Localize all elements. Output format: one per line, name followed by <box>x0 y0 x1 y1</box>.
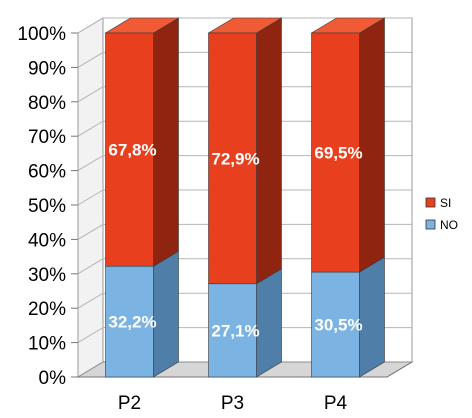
bar-no-p3 <box>208 283 257 378</box>
gridline <box>77 17 412 34</box>
y-tick-label: 80% <box>28 93 66 114</box>
legend-swatch-si <box>425 197 436 208</box>
gridline <box>77 51 412 68</box>
data-label-si-p3: 72,9% <box>211 149 259 168</box>
bars: 32,2% 67,8% 27,1% 72,9% 30,5% 69,5% <box>104 17 386 378</box>
gridline <box>77 120 412 137</box>
gridline <box>77 223 412 240</box>
data-label-no-p3: 27,1% <box>211 321 259 340</box>
y-tick-label: 90% <box>28 58 66 79</box>
gridline <box>77 155 412 172</box>
data-label-no-p4: 30,5% <box>314 316 362 335</box>
legend-label-si: SI <box>440 196 451 210</box>
y-tick-label: 10% <box>28 334 66 355</box>
bar-si-p2 <box>105 32 154 267</box>
floor-edge <box>386 361 413 378</box>
y-tick-label: 40% <box>28 230 66 251</box>
y-tick-label: 20% <box>28 299 66 320</box>
gridline <box>77 189 412 206</box>
y-tick-label: 50% <box>28 196 66 217</box>
y-tick-label: 0% <box>39 368 67 389</box>
bar-no-p4 <box>311 271 360 378</box>
gridline <box>77 258 412 275</box>
bar-si-p3-side <box>256 17 282 285</box>
data-label-si-p4: 69,5% <box>314 144 362 163</box>
bar-si-p2-side <box>153 17 179 267</box>
x-label-p2: P2 <box>118 393 141 414</box>
bar-no-p4-side <box>359 256 385 378</box>
x-axis-labels: P2 P3 P4 <box>118 393 348 414</box>
data-label-no-p2: 32,2% <box>108 313 156 332</box>
legend-label-no: NO <box>440 218 458 232</box>
x-label-p4: P4 <box>324 393 348 414</box>
data-label-si-p2: 67,8% <box>108 141 156 160</box>
legend-swatch-no <box>425 219 436 230</box>
bar-si-p4-side <box>359 17 385 273</box>
x-label-p3: P3 <box>221 393 244 414</box>
bar-no-p2 <box>105 265 154 378</box>
bar-si-p3 <box>208 32 257 285</box>
bar-no-p2-side <box>153 250 179 378</box>
y-tick-label: 100% <box>17 24 66 45</box>
legend: SI NO <box>425 196 458 232</box>
bar-no-p3-side <box>256 268 282 378</box>
y-tick-label: 60% <box>28 162 66 183</box>
y-tick-label: 30% <box>28 265 66 286</box>
y-tick-label: 70% <box>28 127 66 148</box>
gridline <box>77 327 412 344</box>
gridline <box>77 86 412 103</box>
y-axis-ticks: 0% 10% 20% 30% 40% 50% 60% 70% 80% 90% 100% <box>17 24 78 389</box>
bar-si-p4 <box>311 32 360 273</box>
gridline <box>77 292 412 309</box>
